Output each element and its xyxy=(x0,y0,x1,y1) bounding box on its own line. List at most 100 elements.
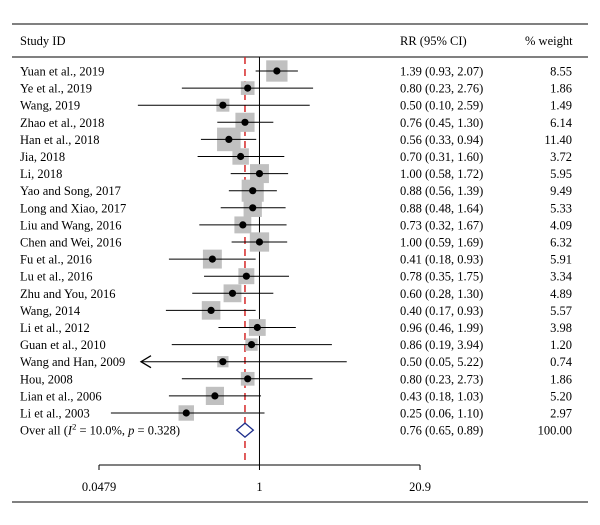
study-weight: 5.57 xyxy=(550,304,572,318)
study-rr-ci: 0.40 (0.17, 0.93) xyxy=(400,304,483,318)
study-label: Liu and Wang, 2016 xyxy=(20,218,122,232)
study-weight: 11.40 xyxy=(544,133,572,147)
study-row: Jia, 2018 0.70 (0.31, 1.60) 3.72 xyxy=(20,148,572,165)
study-row: Han et al., 2018 0.56 (0.33, 0.94) 11.40 xyxy=(20,127,572,152)
study-rr-ci: 0.88 (0.56, 1.39) xyxy=(400,184,483,198)
point-estimate xyxy=(247,341,256,349)
x-tick-label: 20.9 xyxy=(409,480,431,494)
point-estimate xyxy=(244,375,252,383)
study-label: Wang and Han, 2009 xyxy=(20,355,125,369)
study-row: Long and Xiao, 2017 0.88 (0.48, 1.64) 5.33 xyxy=(20,198,572,217)
study-weight: 1.86 xyxy=(550,82,572,96)
study-row: Wang and Han, 2009 0.50 (0.05, 5.22) 0.74 xyxy=(20,355,573,369)
study-row: Wang, 2014 0.40 (0.17, 0.93) 5.57 xyxy=(20,301,572,320)
study-weight: 4.09 xyxy=(550,218,572,232)
header-study-id: Study ID xyxy=(20,34,66,48)
study-label: Lian et al., 2006 xyxy=(20,389,102,403)
study-rr-ci: 0.60 (0.28, 1.30) xyxy=(400,287,483,301)
study-weight: 2.97 xyxy=(550,407,572,421)
study-label: Zhu and You, 2016 xyxy=(20,287,116,301)
study-label: Li et al., 2012 xyxy=(20,321,90,335)
study-weight: 5.33 xyxy=(550,201,572,215)
study-rr-ci: 0.80 (0.23, 2.76) xyxy=(400,82,483,96)
study-label: Fu et al., 2016 xyxy=(20,253,92,267)
study-row: Guan et al., 2010 0.86 (0.19, 3.94) 1.20 xyxy=(20,338,572,352)
point-estimate xyxy=(237,152,245,161)
study-row: Zhu and You, 2016 0.60 (0.28, 1.30) 4.89 xyxy=(20,284,572,303)
study-label: Yuan et al., 2019 xyxy=(20,65,104,79)
study-weight: 1.86 xyxy=(550,372,572,386)
study-rows: Yuan et al., 2019 1.39 (0.93, 2.07) 8.55 Ye… xyxy=(20,60,573,421)
point-estimate xyxy=(219,101,227,109)
point-estimate xyxy=(249,204,257,212)
study-weight: 4.89 xyxy=(550,287,572,301)
point-estimate xyxy=(225,135,233,143)
study-weight: 8.55 xyxy=(550,65,572,79)
study-label: Lu et al., 2016 xyxy=(20,270,93,284)
study-rr-ci: 0.80 (0.23, 2.73) xyxy=(400,372,483,386)
ci-arrow xyxy=(139,355,152,369)
study-weight: 5.95 xyxy=(550,167,572,181)
overall-rr-ci: 0.76 (0.65, 0.89) xyxy=(400,424,483,438)
study-label: Zhao et al., 2018 xyxy=(20,116,104,130)
study-row: Zhao et al., 2018 0.76 (0.45, 1.30) 6.14 xyxy=(20,112,573,132)
study-weight: 1.20 xyxy=(550,338,572,352)
study-rr-ci: 1.00 (0.58, 1.72) xyxy=(400,167,483,181)
study-row: Li et al., 2003 0.25 (0.06, 1.10) 2.97 xyxy=(20,405,572,421)
study-rr-ci: 0.78 (0.35, 1.75) xyxy=(400,270,483,284)
header-weight: % weight xyxy=(525,34,573,48)
point-estimate xyxy=(182,409,190,417)
study-row: Hou, 2008 0.80 (0.23, 2.73) 1.86 xyxy=(20,371,572,386)
overall-row: Over all (I2 = 10.0%, p = 0.328) 0.76 (0.… xyxy=(20,422,572,438)
study-row: Yao and Song, 2017 0.88 (0.56, 1.39) 9.49 xyxy=(20,179,572,202)
study-row: Yuan et al., 2019 1.39 (0.93, 2.07) 8.55 xyxy=(20,60,572,82)
point-estimate xyxy=(273,67,281,75)
point-estimate xyxy=(242,272,250,280)
point-estimate xyxy=(239,221,247,229)
study-weight: 1.49 xyxy=(550,99,572,113)
point-estimate xyxy=(241,118,249,126)
study-weight: 3.98 xyxy=(550,321,572,335)
study-label: Wang, 2014 xyxy=(20,304,81,318)
point-estimate xyxy=(255,238,264,246)
study-rr-ci: 0.73 (0.32, 1.67) xyxy=(400,218,483,232)
point-estimate xyxy=(208,255,216,263)
study-label: Ye et al., 2019 xyxy=(20,82,92,96)
study-rr-ci: 0.25 (0.06, 1.10) xyxy=(400,407,483,421)
point-estimate xyxy=(211,392,219,400)
study-weight: 3.72 xyxy=(550,150,572,164)
study-row: Chen and Wei, 2016 1.00 (0.59, 1.69) 6.32 xyxy=(20,232,572,252)
study-rr-ci: 0.86 (0.19, 3.94) xyxy=(400,338,483,352)
study-row: Fu et al., 2016 0.41 (0.18, 0.93) 5.91 xyxy=(20,249,572,269)
study-rr-ci: 0.96 (0.46, 1.99) xyxy=(400,321,483,335)
study-label: Yao and Song, 2017 xyxy=(20,184,121,198)
study-rr-ci: 0.88 (0.48, 1.64) xyxy=(400,201,483,215)
study-label: Long and Xiao, 2017 xyxy=(20,201,126,215)
study-weight: 9.49 xyxy=(550,184,572,198)
point-estimate xyxy=(244,84,252,92)
study-row: Li et al., 2012 0.96 (0.46, 1.99) 3.98 xyxy=(20,319,572,336)
study-rr-ci: 0.50 (0.10, 2.59) xyxy=(400,99,483,113)
study-label: Han et al., 2018 xyxy=(20,133,100,147)
point-estimate xyxy=(207,306,215,314)
overall-diamond xyxy=(235,422,255,438)
study-row: Li, 2018 1.00 (0.58, 1.72) 5.95 xyxy=(20,164,572,184)
study-rr-ci: 1.39 (0.93, 2.07) xyxy=(400,65,483,79)
x-tick-label: 1 xyxy=(256,480,262,494)
study-weight: 5.91 xyxy=(550,253,572,267)
point-estimate xyxy=(255,170,264,178)
study-rr-ci: 1.00 (0.59, 1.69) xyxy=(400,236,483,250)
study-weight: 6.14 xyxy=(550,116,573,130)
study-weight: 3.34 xyxy=(550,270,573,284)
study-row: Wang, 2019 0.50 (0.10, 2.59) 1.49 xyxy=(20,99,572,113)
study-weight: 6.32 xyxy=(550,236,572,250)
study-rr-ci: 0.70 (0.31, 1.60) xyxy=(400,150,483,164)
study-row: Lu et al., 2016 0.78 (0.35, 1.75) 3.34 xyxy=(20,268,573,285)
point-estimate xyxy=(228,289,237,297)
study-rr-ci: 0.41 (0.18, 0.93) xyxy=(400,253,483,267)
study-rr-ci: 0.56 (0.33, 0.94) xyxy=(400,133,483,147)
study-rr-ci: 0.76 (0.45, 1.30) xyxy=(400,116,483,130)
study-weight: 5.20 xyxy=(550,389,572,403)
point-estimate xyxy=(253,323,261,332)
